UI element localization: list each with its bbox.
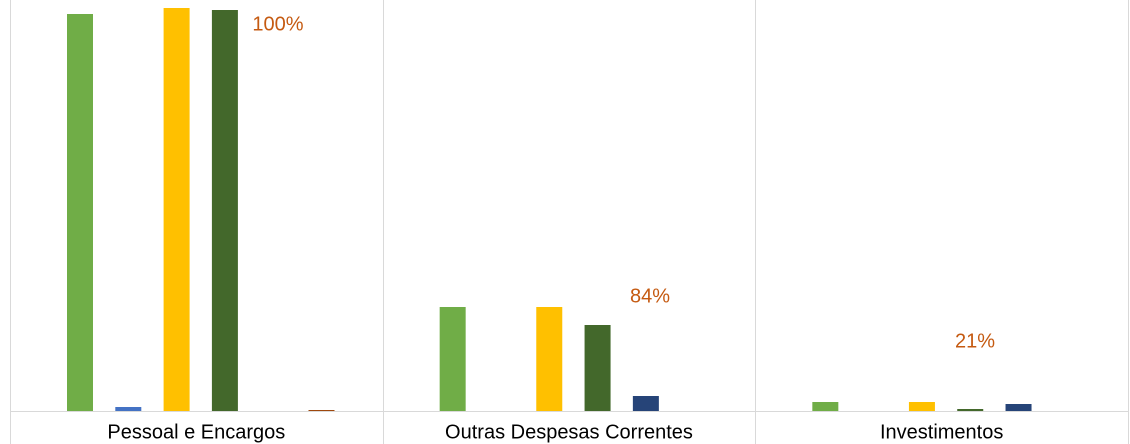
- bar: [115, 407, 142, 411]
- annotation: 21%: [955, 330, 995, 352]
- x-tick-label: Investimentos: [880, 421, 1003, 443]
- bar: [439, 307, 466, 411]
- bar: [632, 396, 659, 411]
- bar: [308, 410, 335, 411]
- bar: [584, 325, 611, 411]
- annotation: 84%: [630, 285, 670, 307]
- x-tick-label: Outras Despesas Correntes: [445, 421, 693, 443]
- bar: [163, 8, 190, 411]
- bar: [211, 10, 238, 411]
- bar: [67, 14, 93, 411]
- bar: [812, 402, 839, 411]
- bar: [1005, 404, 1032, 411]
- annotation: 100%: [252, 13, 303, 35]
- x-tick-label: Pessoal e Encargos: [107, 421, 285, 443]
- bar: [536, 307, 563, 411]
- bar: [908, 402, 935, 411]
- bar: [957, 409, 984, 411]
